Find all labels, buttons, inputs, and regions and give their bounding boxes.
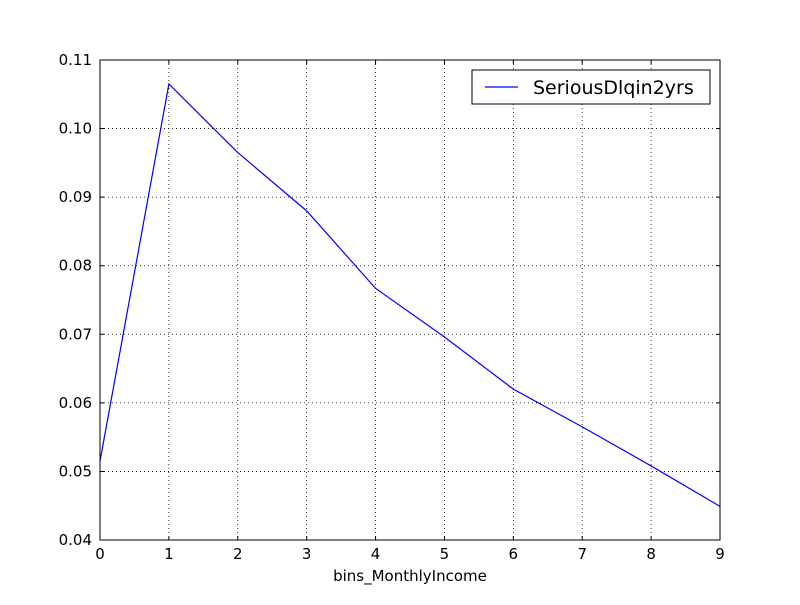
x-tick-label: 3	[302, 545, 312, 563]
x-tick-label: 8	[646, 545, 656, 563]
x-tick-label: 0	[95, 545, 105, 563]
x-tick-label: 7	[577, 545, 587, 563]
x-tick-label: 6	[509, 545, 519, 563]
y-tick-label: 0.04	[59, 531, 92, 549]
y-tick-label: 0.08	[59, 257, 92, 275]
plot-frame	[99, 59, 721, 541]
x-tick-label: 5	[440, 545, 450, 563]
x-tick-label: 4	[371, 545, 381, 563]
grid-lines	[100, 60, 720, 540]
series-layer	[99, 82, 721, 507]
legend: SeriousDlqin2yrs	[471, 69, 711, 105]
legend-label: SeriousDlqin2yrs	[533, 77, 694, 99]
y-tick-label: 0.05	[59, 462, 92, 480]
axis-ticks: 0 1 2 3 4 5 6 7 8 9 0.04 0.05 0.06 0.07 0.08 0.09 0.10 0.…	[59, 51, 725, 563]
y-tick-label: 0.09	[59, 188, 92, 206]
x-tick-label: 9	[715, 545, 725, 563]
x-axis-label: bins_MonthlyIncome	[333, 567, 487, 586]
x-tick-label: 2	[233, 545, 243, 563]
y-tick-label: 0.10	[59, 120, 92, 138]
y-tick-label: 0.11	[59, 51, 92, 69]
series-line	[99, 82, 721, 507]
x-tick-label: 1	[164, 545, 174, 563]
y-tick-label: 0.06	[59, 394, 92, 412]
plot-area	[100, 60, 720, 540]
y-tick-label: 0.07	[59, 325, 92, 343]
